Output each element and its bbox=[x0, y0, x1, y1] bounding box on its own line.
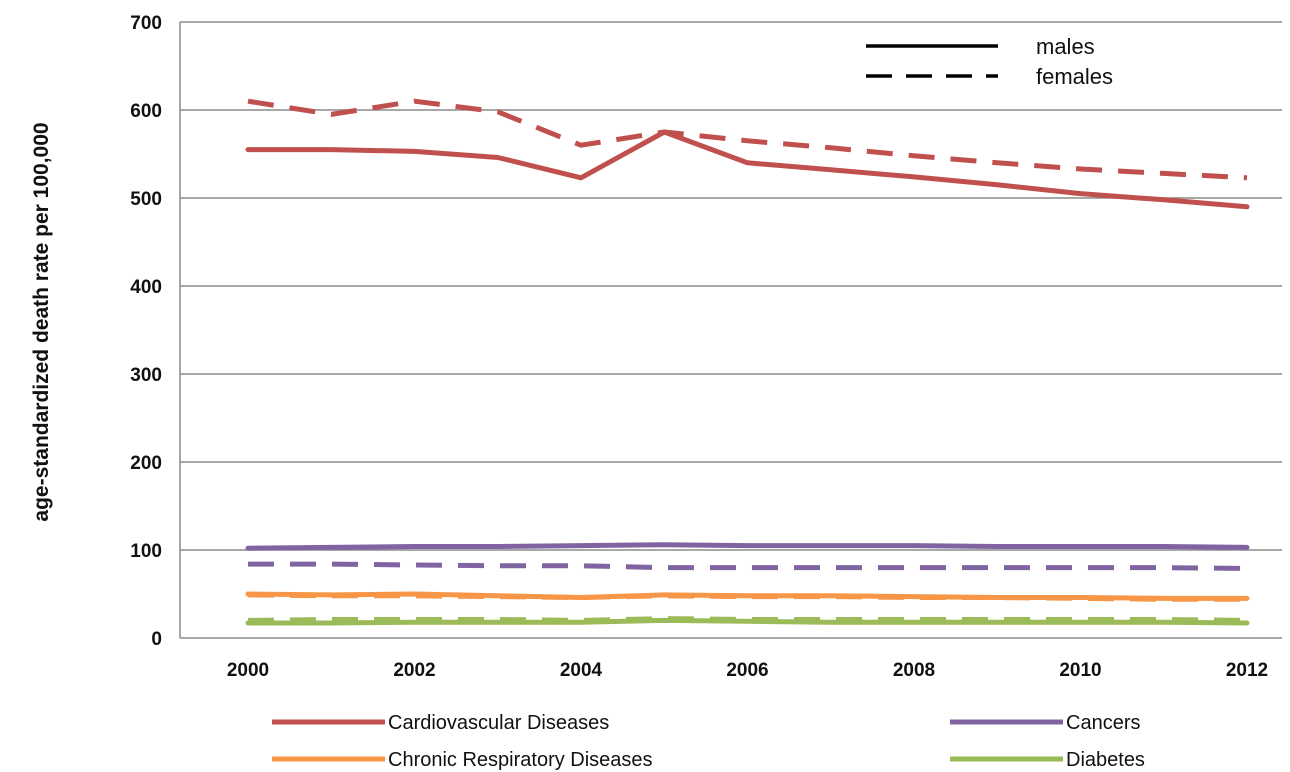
series-line-diabetes-males bbox=[245, 617, 1250, 626]
tick-labels: 0 100 200 300 400 500 600 700 2000 2002 2004 2006 20… bbox=[130, 13, 1268, 681]
legend-label-cancers: Cancers bbox=[1066, 712, 1140, 734]
legend-label-cardiovascular-diseases: Cardiovascular Diseases bbox=[388, 712, 609, 734]
x-tick-label: 2006 bbox=[726, 660, 768, 681]
series-line-chronic-respiratory-diseases-males bbox=[245, 591, 1250, 601]
legend-label-diabetes: Diabetes bbox=[1066, 749, 1145, 771]
y-tick-label: 600 bbox=[130, 101, 162, 122]
legend-label-chronic-respiratory-diseases: Chronic Respiratory Diseases bbox=[388, 749, 653, 771]
series-line-cancers-females bbox=[248, 561, 1248, 571]
style-legend: males females bbox=[866, 34, 1113, 89]
gridlines bbox=[180, 21, 1282, 551]
y-tick-label: 300 bbox=[130, 365, 162, 386]
y-tick-label: 200 bbox=[130, 453, 162, 474]
y-tick-label: 0 bbox=[151, 629, 162, 650]
series-line-cardiovascular-diseases-males bbox=[245, 129, 1250, 210]
series-lines bbox=[245, 98, 1250, 626]
y-tick-label: 100 bbox=[130, 541, 162, 562]
x-tick-label: 2000 bbox=[227, 660, 269, 681]
x-tick-label: 2002 bbox=[393, 660, 435, 681]
y-tick-label: 400 bbox=[130, 277, 162, 298]
axes bbox=[179, 22, 1282, 639]
x-tick-label: 2004 bbox=[560, 660, 603, 681]
y-tick-label: 700 bbox=[130, 13, 162, 34]
x-tick-label: 2010 bbox=[1059, 660, 1101, 681]
x-tick-label: 2012 bbox=[1226, 660, 1268, 681]
series-legend: Cardiovascular Diseases Cancers Chronic Re… bbox=[272, 712, 1145, 771]
x-tick-label: 2008 bbox=[893, 660, 935, 681]
series-line-cardiovascular-diseases-females bbox=[247, 98, 1248, 181]
y-tick-label: 500 bbox=[130, 189, 162, 210]
style-legend-label-males: males bbox=[1036, 34, 1095, 59]
style-legend-label-females: females bbox=[1036, 64, 1113, 89]
y-axis-title: age-standardized death rate per 100,000 bbox=[30, 122, 53, 521]
series-line-cancers-males bbox=[245, 542, 1250, 551]
